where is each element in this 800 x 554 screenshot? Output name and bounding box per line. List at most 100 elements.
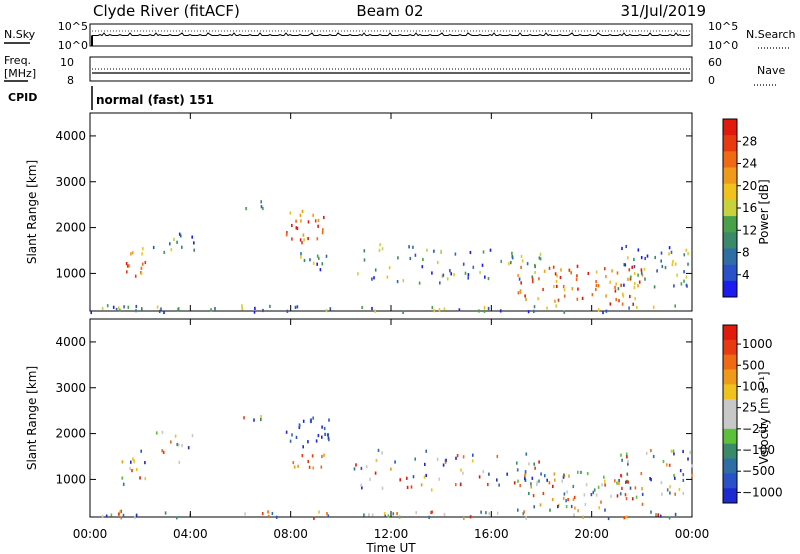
velocity-echo-cell <box>601 483 603 487</box>
velocity-echo-cell <box>577 470 579 474</box>
power-echo-cell <box>462 262 465 266</box>
velocity-echo-cell <box>122 513 125 517</box>
velocity-colorbar-swatch <box>723 325 737 341</box>
velocity-echo-cell <box>130 460 132 464</box>
power-echo-cell <box>127 305 130 309</box>
power-echo-cell <box>134 274 137 278</box>
power-echo-cell <box>454 252 457 256</box>
power-echo-cell <box>402 279 405 283</box>
x-tick-label: 20:00 <box>574 527 609 541</box>
power-echo-cell <box>537 297 539 301</box>
velocity-echo-cell <box>682 473 685 477</box>
power-echo-cell <box>534 263 536 268</box>
power-echo-cell <box>144 260 147 265</box>
power-echo-cell <box>458 308 461 312</box>
power-echo-cell <box>318 256 320 260</box>
power-echo-cell <box>467 273 470 277</box>
velocity-echo-cell <box>243 416 245 420</box>
velocity-echo-cell <box>524 477 526 481</box>
velocity-echo-cell <box>563 492 566 496</box>
power-y-tick-label: 4000 <box>55 129 86 143</box>
velocity-echo-cell <box>105 514 108 518</box>
noise-panel-frame <box>89 23 693 47</box>
power-echo-cell <box>614 285 616 289</box>
velocity-echo-cell <box>297 464 299 468</box>
velocity-echo-cell <box>525 452 528 456</box>
power-colorbar-tick-label: 12 <box>742 223 757 237</box>
velocity-echo-cell <box>562 496 565 500</box>
velocity-echo-cell <box>355 463 357 467</box>
velocity-echo-cell <box>267 514 270 519</box>
power-echo-cell <box>652 305 655 309</box>
velocity-echo-cell <box>662 459 665 464</box>
velocity-colorbar-tick-label: −100 <box>742 443 775 457</box>
velocity-echo-cell <box>635 495 638 499</box>
power-echo-cell <box>605 275 607 279</box>
power-echo-cell <box>414 253 417 257</box>
power-echo-cell <box>296 305 299 309</box>
velocity-echo-cell <box>595 493 598 497</box>
power-echo-cell <box>433 249 435 253</box>
power-echo-cell <box>483 305 486 310</box>
power-echo-cell <box>624 263 627 267</box>
velocity-echo-cell <box>360 483 362 487</box>
velocity-echo-cell <box>463 516 465 521</box>
power-echo-cell <box>386 275 389 279</box>
power-echo-cell <box>685 248 688 252</box>
velocity-echo-cell <box>176 442 178 447</box>
power-echo-cell <box>481 263 484 267</box>
velocity-echo-cell <box>387 514 390 518</box>
noise-sky-label: N.Sky <box>4 28 36 41</box>
velocity-echo-cell <box>488 512 491 516</box>
power-echo-cell <box>301 241 303 245</box>
power-echo-cell <box>508 262 510 266</box>
power-echo-cell <box>135 309 137 313</box>
velocity-echo-cell <box>649 477 651 481</box>
power-echo-cell <box>622 294 625 298</box>
power-echo-cell <box>449 269 451 273</box>
power-echo-cell <box>371 277 373 281</box>
power-echo-cell <box>623 263 625 267</box>
velocity-echo-cell <box>132 457 134 461</box>
velocity-colorbar-tick-label: 100 <box>742 379 765 393</box>
nave-right-tick-top: 60 <box>708 56 722 69</box>
velocity-echo-cell <box>298 425 301 430</box>
power-echo-cell <box>519 290 522 294</box>
velocity-echo-cell <box>425 473 427 478</box>
power-echo-cell <box>117 306 120 310</box>
velocity-echo-cell <box>327 433 329 437</box>
power-echo-cell <box>325 254 328 258</box>
power-echo-cell <box>555 279 558 283</box>
power-echo-cell <box>554 272 557 276</box>
power-echo-cell <box>533 309 535 313</box>
velocity-echo-cell <box>627 460 629 464</box>
power-echo-cell <box>254 306 256 310</box>
velocity-colorbar-label: Velocity [m s⁻¹] <box>757 371 771 464</box>
velocity-echo-cell <box>593 488 596 492</box>
power-echo-cell <box>685 283 688 287</box>
velocity-echo-cell <box>523 510 525 514</box>
power-echo-cell <box>531 277 534 281</box>
power-echo-cell <box>517 291 520 295</box>
power-echo-cell <box>587 271 590 276</box>
velocity-echo-cell <box>122 482 125 486</box>
power-echo-cell <box>604 267 606 271</box>
velocity-echo-cell <box>540 472 542 476</box>
power-echo-cell <box>314 219 317 223</box>
velocity-colorbar: 1000 500 100 25 −25 −100 −500 −1000 <box>722 324 783 504</box>
power-echo-cell <box>660 259 662 263</box>
velocity-scatter <box>101 415 694 521</box>
power-echo-cell <box>479 270 481 275</box>
velocity-echo-cell <box>645 451 648 455</box>
power-echo-cell <box>472 265 475 269</box>
power-y-tick-label: 3000 <box>55 175 86 189</box>
velocity-echo-cell <box>661 492 663 496</box>
velocity-echo-cell <box>678 487 681 492</box>
velocity-echo-cell <box>443 513 446 517</box>
power-echo-cell <box>374 268 377 272</box>
velocity-echo-cell <box>260 418 262 422</box>
power-echo-cell <box>631 265 633 269</box>
velocity-echo-cell <box>318 510 320 514</box>
velocity-echo-cell <box>260 415 262 419</box>
power-echo-cell <box>532 280 534 284</box>
